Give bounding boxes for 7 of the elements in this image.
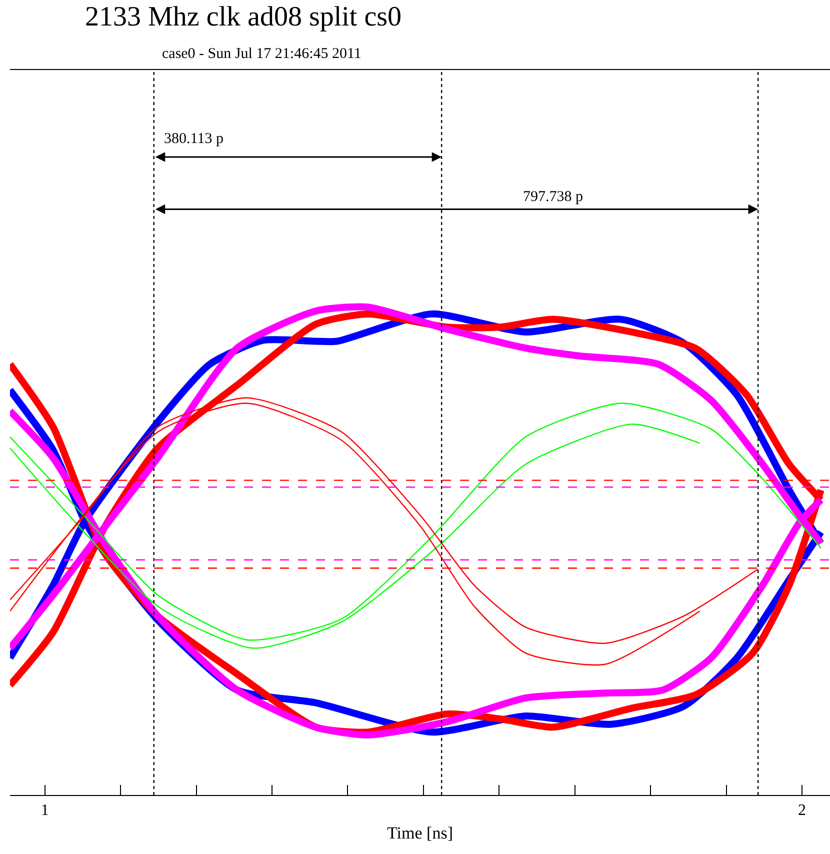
x-axis-title: Time [ns] <box>387 824 453 843</box>
chart-subtitle: case0 - Sun Jul 17 21:46:45 2011 <box>162 46 362 62</box>
text: 797.738 p <box>523 189 583 205</box>
x-tick-label: 1 <box>40 802 49 820</box>
chart-title: 2133 Mhz clk ad08 split cs0 <box>85 2 402 33</box>
x-tick-label: 2 <box>798 802 806 820</box>
text: 380.113 p <box>164 131 224 147</box>
